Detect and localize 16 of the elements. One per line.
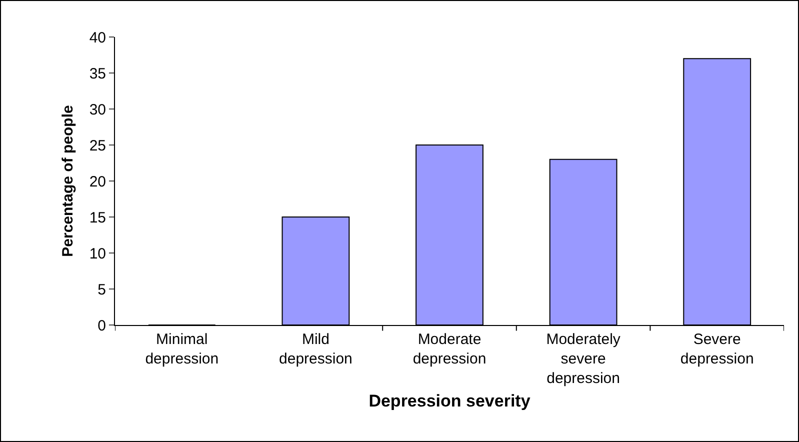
y-axis-title: Percentage of people bbox=[60, 105, 77, 257]
x-tick-label: Minimal depression bbox=[145, 331, 219, 368]
x-tick-label: Moderately severe depression bbox=[546, 331, 621, 387]
y-tick-label: 20 bbox=[89, 173, 106, 190]
x-tick-label: Moderate depression bbox=[412, 331, 486, 368]
x-tick-label: Mild depression bbox=[279, 331, 352, 368]
y-tick-label: 40 bbox=[89, 29, 106, 46]
y-tick-label: 5 bbox=[98, 281, 106, 298]
y-tick-label: 25 bbox=[89, 137, 106, 154]
y-tick-label: 15 bbox=[89, 209, 106, 226]
y-tick-label: 10 bbox=[89, 245, 106, 262]
y-tick-label: 0 bbox=[98, 317, 106, 334]
y-tick-label: 35 bbox=[89, 65, 106, 82]
x-tick-label: Severe depression bbox=[680, 331, 754, 368]
y-tick-label: 30 bbox=[89, 101, 106, 118]
x-axis-title: Depression severity bbox=[368, 391, 531, 410]
